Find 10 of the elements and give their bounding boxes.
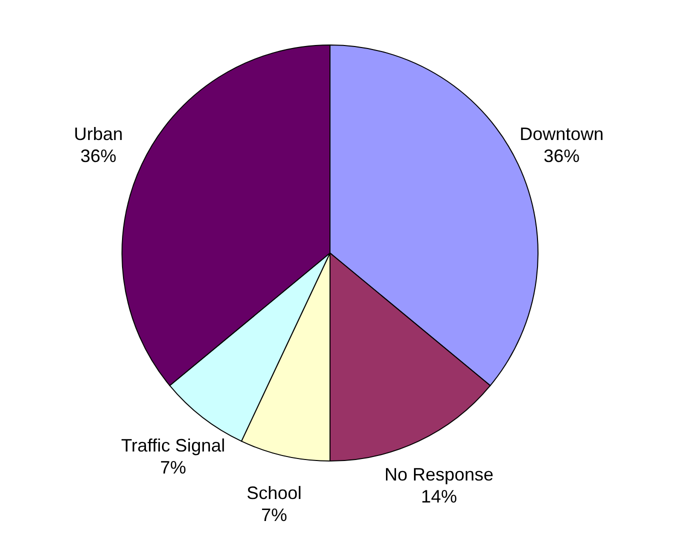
slice-label: Traffic Signal — [121, 435, 226, 456]
data-label: 7% — [160, 457, 186, 478]
slice-label: No Response — [384, 464, 494, 485]
data-label: 7% — [261, 504, 288, 525]
data-label: 36% — [544, 146, 580, 166]
data-label: 36% — [80, 146, 116, 166]
slice-label: School — [246, 482, 302, 503]
slice-label: Urban — [74, 124, 123, 144]
data-label: 14% — [420, 486, 458, 507]
slice-label: Downtown — [520, 124, 604, 144]
